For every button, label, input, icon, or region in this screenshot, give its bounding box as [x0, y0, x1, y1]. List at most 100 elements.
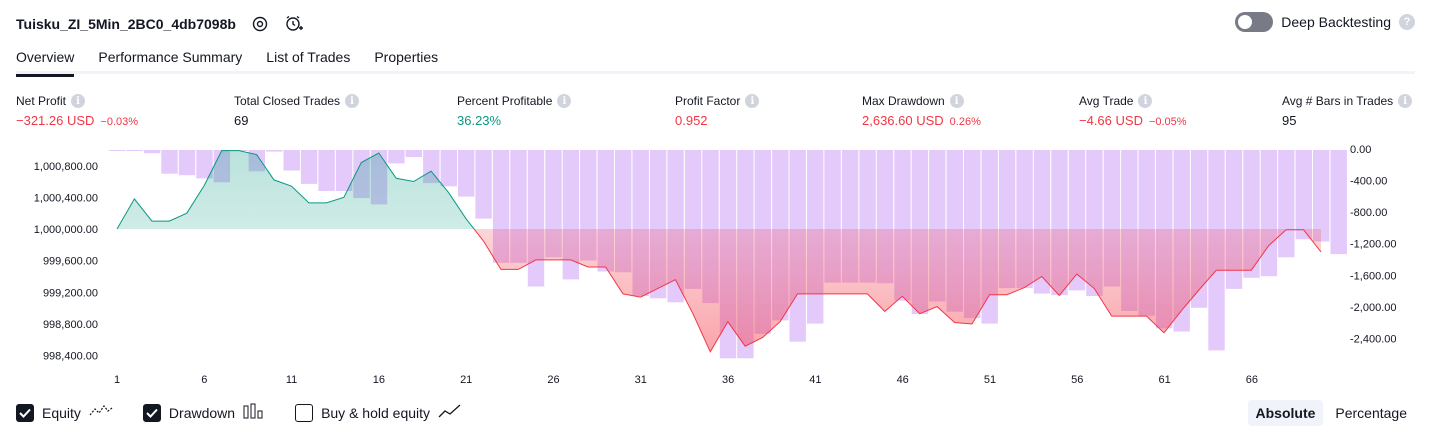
- metric-value: −321.26 USD: [16, 113, 95, 128]
- metric-net-profit: Net Profit i −321.26 USD −0.03%: [16, 92, 138, 128]
- right-axis: 0.00 -400.00 -800.00 -1,200.00 -1,600.00 -2,0…: [1350, 144, 1396, 346]
- left-tick-label: 1,000,800.00: [34, 161, 98, 173]
- drawdown-bar: [266, 150, 283, 152]
- legend-drawdown[interactable]: Drawdown: [142, 403, 265, 422]
- drawdown-bar: [335, 150, 353, 191]
- tab-properties[interactable]: Properties: [374, 49, 439, 65]
- drawdown-bar: [143, 150, 161, 154]
- legend-buy-hold[interactable]: Buy & hold equity: [295, 403, 462, 422]
- tab-performance-summary[interactable]: Performance Summary: [98, 49, 243, 65]
- info-icon[interactable]: i: [745, 94, 760, 108]
- metric-pct: 0.26%: [949, 116, 981, 128]
- left-tick-label: 1,000,400.00: [34, 193, 98, 205]
- info-icon[interactable]: i: [557, 94, 572, 108]
- x-tick-label: 56: [1071, 374, 1083, 386]
- info-icon[interactable]: i: [345, 94, 360, 108]
- legend-label: Equity: [42, 404, 81, 421]
- tab-list-of-trades[interactable]: List of Trades: [266, 49, 351, 65]
- legend-label: Buy & hold equity: [321, 404, 431, 421]
- equity-line-icon: [89, 403, 113, 422]
- x-tick-label: 61: [1158, 374, 1170, 386]
- metric-percent-profitable: Percent Profitable i 36.23%: [457, 92, 572, 128]
- gear-icon[interactable]: [250, 14, 270, 34]
- metric-avg-trade: Avg Trade i −4.66 USD −0.05%: [1079, 92, 1187, 128]
- drawdown-bar: [196, 150, 213, 179]
- metric-label: Total Closed Trades: [234, 94, 341, 108]
- deep-backtesting-toggle[interactable]: [1235, 12, 1274, 32]
- left-tick-label: 999,200.00: [43, 287, 98, 299]
- drawdown-bar: [527, 150, 545, 287]
- x-tick-label: 1: [114, 374, 120, 386]
- right-tick-label: -2,400.00: [1350, 334, 1396, 346]
- equity-drawdown-chart[interactable]: 1,000,800.00 1,000,400.00 1,000,000.00 999,…: [0, 140, 1431, 395]
- equity-area: [116, 150, 1322, 353]
- tab-overview[interactable]: Overview: [16, 42, 75, 77]
- x-tick-label: 36: [722, 374, 734, 386]
- drawdown-checkbox[interactable]: [142, 403, 161, 422]
- x-tick-label: 6: [201, 374, 207, 386]
- buy-hold-checkbox[interactable]: [295, 403, 314, 422]
- metric-pct: −0.03%: [100, 116, 139, 128]
- x-tick-label: 66: [1246, 374, 1258, 386]
- x-tick-label: 26: [547, 374, 559, 386]
- alarm-add-icon[interactable]: [284, 14, 304, 34]
- drawdown-bar: [405, 150, 422, 158]
- metric-label: Percent Profitable: [457, 94, 553, 108]
- drawdown-bar: [1295, 150, 1312, 240]
- info-icon[interactable]: i: [71, 94, 86, 108]
- drawdown-bar: [458, 150, 475, 197]
- info-icon[interactable]: i: [949, 94, 964, 108]
- metric-value: 2,636.60 USD: [862, 113, 944, 128]
- metric-label: Max Drawdown: [862, 94, 945, 108]
- right-tick-label: -1,200.00: [1350, 239, 1396, 251]
- drawdown-bars-icon: [243, 403, 265, 422]
- x-tick-label: 16: [373, 374, 385, 386]
- x-tick-label: 51: [984, 374, 996, 386]
- metric-value: 95: [1282, 113, 1297, 128]
- drawdown-bar: [440, 150, 457, 187]
- x-tick-label: 46: [897, 374, 909, 386]
- right-tick-label: -1,600.00: [1350, 270, 1396, 282]
- help-icon[interactable]: ?: [1399, 14, 1415, 30]
- deep-backtesting: Deep Backtesting ?: [1235, 12, 1415, 32]
- strategy-header: Tuisku_ZI_5Min_2BC0_4db7098b: [16, 10, 304, 38]
- info-icon[interactable]: i: [1398, 94, 1413, 108]
- metric-value: −4.66 USD: [1079, 113, 1143, 128]
- drawdown-bar: [109, 150, 126, 151]
- equity-checkbox[interactable]: [16, 403, 34, 422]
- drawdown-bar: [161, 150, 178, 174]
- scale-mode-toggle: Absolute Percentage: [1247, 400, 1416, 426]
- equity-line-positive: [116, 150, 475, 229]
- metric-total-closed-trades: Total Closed Trades i 69: [234, 92, 360, 128]
- drawdown-bar: [283, 150, 300, 171]
- x-tick-label: 31: [635, 374, 647, 386]
- absolute-button[interactable]: Absolute: [1247, 400, 1324, 426]
- percentage-button[interactable]: Percentage: [1335, 405, 1407, 421]
- legend-label: Drawdown: [168, 404, 236, 421]
- drawdown-bar: [475, 150, 492, 219]
- metric-value: 36.23%: [457, 113, 502, 128]
- right-tick-label: 0.00: [1350, 144, 1371, 156]
- equity-line-negative: [117, 229, 1322, 353]
- deep-backtesting-label: Deep Backtesting: [1281, 14, 1391, 30]
- drawdown-bar: [1278, 150, 1295, 258]
- drawdown-bar: [1260, 150, 1278, 277]
- metric-avg-bars-in-trades: Avg # Bars in Trades i 95: [1282, 92, 1413, 128]
- drawdown-bar: [318, 150, 335, 191]
- equity-area-positive: [117, 150, 1321, 229]
- drawdown-bar: [300, 150, 318, 184]
- metric-max-drawdown: Max Drawdown i 2,636.60 USD 0.26%: [862, 92, 981, 128]
- legend-equity[interactable]: Equity: [16, 403, 113, 422]
- equity-area-negative: [117, 229, 1321, 352]
- drawdown-bar: [1313, 150, 1330, 242]
- metric-profit-factor: Profit Factor i 0.952: [675, 92, 760, 128]
- drawdown-bar: [126, 150, 143, 151]
- x-tick-label: 11: [286, 374, 297, 386]
- info-icon[interactable]: i: [1138, 94, 1153, 108]
- metrics-row: Net Profit i −321.26 USD −0.03% Total Clos…: [16, 92, 1415, 132]
- metric-value: 0.952: [675, 113, 708, 128]
- right-tick-label: -2,000.00: [1350, 302, 1396, 314]
- left-tick-label: 998,400.00: [43, 351, 98, 363]
- metric-label: Net Profit: [16, 94, 67, 108]
- tab-bar: Overview Performance Summary List of Tra…: [16, 42, 1415, 77]
